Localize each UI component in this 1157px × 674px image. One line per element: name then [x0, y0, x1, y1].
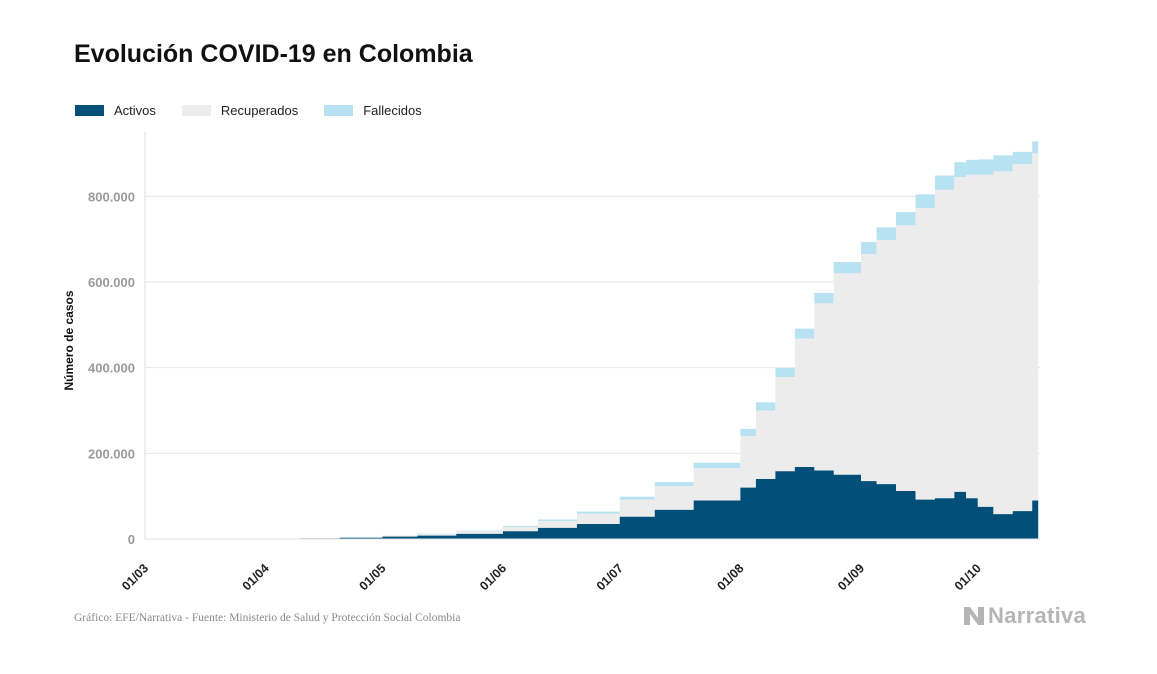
x-tick-label: 01/09 [835, 561, 867, 593]
y-tick-label: 600.000 [88, 275, 135, 290]
narrativa-logo: Narrativa [963, 603, 1086, 629]
x-tick-label: 01/10 [952, 561, 984, 593]
legend-item-fallecidos: Fallecidos [324, 103, 422, 118]
legend-label-activos: Activos [114, 103, 156, 118]
area-activos [164, 467, 1039, 539]
x-tick-label: 01/06 [477, 561, 509, 593]
legend-swatch-recuperados [181, 105, 211, 116]
legend-swatch-fallecidos [324, 105, 354, 116]
y-tick-label: 200.000 [88, 446, 135, 461]
legend: Activos Recuperados Fallecidos [75, 103, 448, 118]
area-fallecidos [164, 141, 1039, 539]
legend-swatch-activos [75, 105, 104, 116]
legend-label-fallecidos: Fallecidos [363, 103, 422, 118]
logo-text: Narrativa [988, 603, 1087, 628]
source-note: Gráfico: EFE/Narrativa - Fuente: Ministe… [74, 612, 461, 624]
legend-label-recuperados: Recuperados [220, 103, 299, 118]
x-tick-label: 01/03 [119, 561, 151, 593]
legend-item-activos: Activos [75, 103, 156, 118]
narrativa-logo-icon [964, 607, 984, 625]
chart-title: Evolución COVID-19 en Colombia [74, 40, 473, 68]
x-tick-label: 01/04 [240, 561, 272, 593]
x-tick-label: 01/07 [594, 561, 626, 593]
y-axis-label: Número de casos [62, 290, 76, 390]
y-tick-label: 0 [128, 532, 135, 547]
y-tick-label: 800.000 [88, 189, 135, 204]
x-tick-label: 01/08 [714, 561, 746, 593]
x-tick-label: 01/05 [356, 561, 388, 593]
legend-item-recuperados: Recuperados [181, 103, 299, 118]
area-recuperados [164, 153, 1039, 539]
y-tick-label: 400.000 [88, 361, 135, 376]
